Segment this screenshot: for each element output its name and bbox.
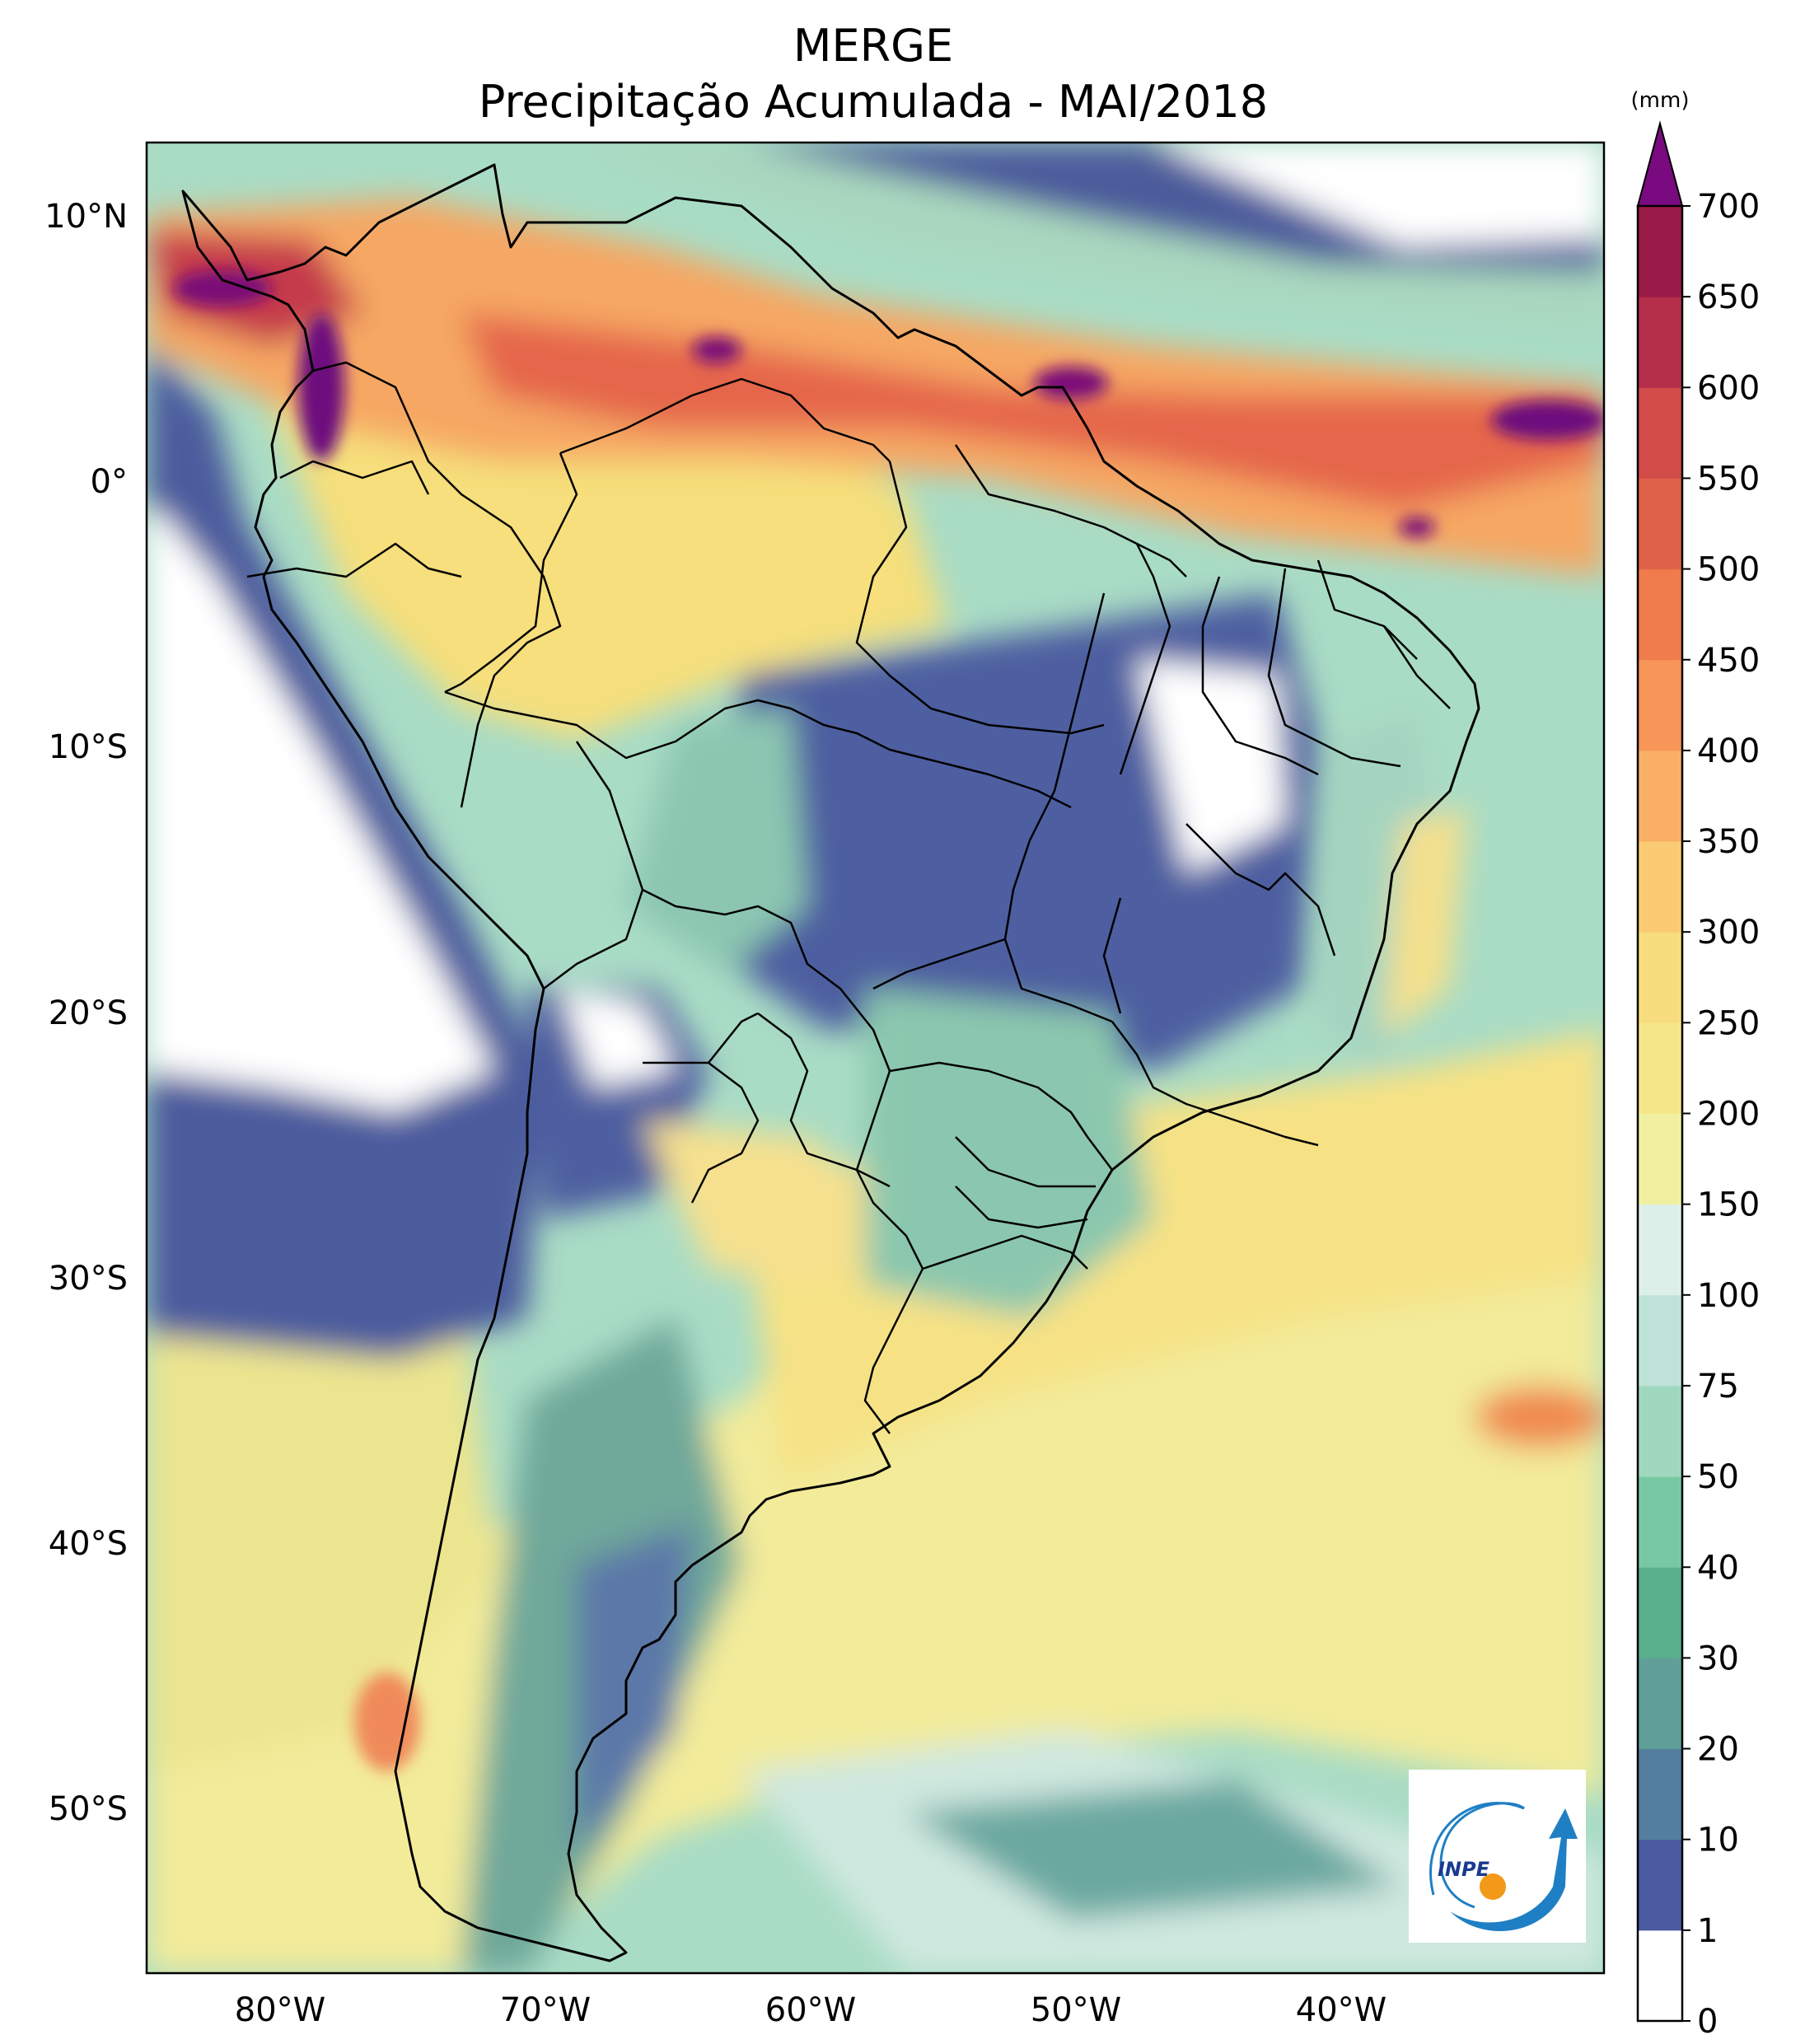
- chart-title: MERGE: [793, 20, 954, 72]
- colorbar-swatch: [1638, 1294, 1682, 1387]
- colorbar-swatch: [1638, 841, 1682, 933]
- colorbar-swatch: [1638, 659, 1682, 751]
- colorbar-tick-label: 250: [1697, 1004, 1760, 1042]
- colorbar-swatch: [1638, 568, 1682, 661]
- colorbar-unit-label: (mm): [1631, 88, 1690, 113]
- colorbar-tick-label: 1: [1697, 1912, 1718, 1950]
- lon-tick-label: 60°W: [765, 1991, 856, 2029]
- lon-tick-label: 40°W: [1296, 1991, 1386, 2029]
- colorbar-tick-label: 300: [1697, 914, 1760, 952]
- logo-text: INPE: [1438, 1858, 1490, 1881]
- colorbar-swatch: [1638, 387, 1682, 479]
- lon-tick-label: 70°W: [500, 1991, 591, 2029]
- colorbar-swatch: [1638, 1022, 1682, 1114]
- lat-tick-label: 0°: [91, 463, 128, 501]
- colorbar-tick-label: 75: [1697, 1368, 1739, 1406]
- colorbar-swatch: [1638, 297, 1682, 388]
- colorbar: (mm) 0 1 10 20 30 40 50 75 100 150 200 250 300 350 400…: [1631, 88, 1761, 2041]
- colorbar-swatch: [1638, 1748, 1682, 1841]
- colorbar-tick-label: 100: [1697, 1277, 1760, 1315]
- logo-dot-icon: [1480, 1873, 1506, 1900]
- colorbar-tick-label: 550: [1697, 460, 1760, 498]
- lon-tick-label: 50°W: [1031, 1991, 1121, 2029]
- colorbar-tick-label: 400: [1697, 732, 1760, 770]
- latitude-ticks: 10°N 0° 10°S 20°S 30°S 40°S 50°S: [44, 198, 128, 1828]
- chart-subtitle: Precipitação Acumulada - MAI/2018: [478, 76, 1269, 128]
- political-borders: [246, 361, 1451, 1434]
- inpe-logo: INPE: [1409, 1770, 1586, 1943]
- colorbar-tick-label: 50: [1697, 1458, 1739, 1496]
- lon-tick-label: 80°W: [235, 1991, 325, 2029]
- colorbar-swatch: [1638, 1385, 1682, 1477]
- colorbar-swatch: [1638, 750, 1682, 842]
- colorbar-tick-label: 350: [1697, 823, 1760, 861]
- colorbar-tick-label: 30: [1697, 1639, 1739, 1677]
- colorbar-tick-label: 200: [1697, 1096, 1760, 1134]
- colorbar-swatch: [1638, 1204, 1682, 1296]
- colorbar-tick-label: 450: [1697, 642, 1760, 680]
- lat-tick-label: 50°S: [49, 1790, 128, 1828]
- colorbar-swatch: [1638, 1113, 1682, 1205]
- lat-tick-label: 40°S: [49, 1525, 128, 1563]
- colorbar-tick-label: 600: [1697, 369, 1760, 407]
- colorbar-tick-label: 10: [1697, 1822, 1739, 1859]
- precipitation-field: [147, 143, 1604, 1973]
- colorbar-swatch: [1638, 1929, 1682, 2022]
- lat-tick-label: 30°S: [49, 1260, 128, 1298]
- colorbar-tick-label: 150: [1697, 1186, 1760, 1224]
- colorbar-tick-label: 500: [1697, 551, 1760, 589]
- colorbar-tick-label: 650: [1697, 278, 1760, 316]
- colorbar-tick-label: 20: [1697, 1731, 1739, 1769]
- colorbar-tick-label: 40: [1697, 1549, 1739, 1587]
- colorbar-tick-label: 700: [1697, 188, 1760, 226]
- colorbar-swatch: [1638, 206, 1682, 297]
- colorbar-swatch: [1638, 478, 1682, 570]
- lat-tick-label: 10°S: [49, 728, 128, 766]
- lat-tick-label: 20°S: [49, 994, 128, 1032]
- colorbar-extend-arrow: [1636, 120, 1684, 207]
- south-america-coastline: [181, 163, 1480, 1962]
- colorbar-swatch: [1638, 932, 1682, 1023]
- lat-tick-label: 10°N: [44, 198, 128, 236]
- colorbar-swatch: [1638, 1658, 1682, 1750]
- map-frame: [145, 141, 1606, 1975]
- colorbar-swatch: [1638, 1476, 1682, 1568]
- colorbar-swatch: [1638, 1839, 1682, 1931]
- longitude-ticks: 80°W 70°W 60°W 50°W 40°W: [235, 1991, 1386, 2029]
- colorbar-swatch: [1638, 1567, 1682, 1658]
- colorbar-tick-label: 0: [1697, 2003, 1718, 2041]
